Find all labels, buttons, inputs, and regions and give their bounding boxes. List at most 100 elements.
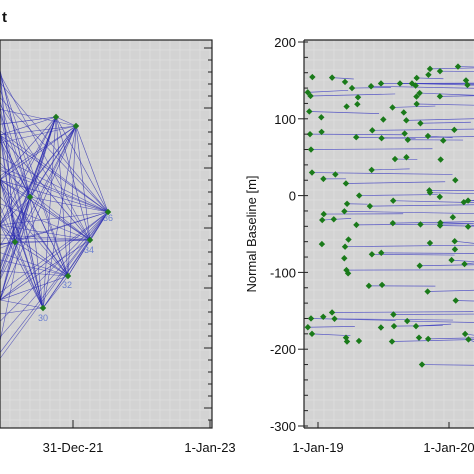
acquisition-point xyxy=(415,334,423,341)
acquisition-point xyxy=(343,338,351,345)
network-edge xyxy=(0,116,57,125)
baseline-connection xyxy=(311,333,351,337)
acquisition-point xyxy=(436,193,443,201)
acquisition-point xyxy=(378,135,385,142)
acquisition-point xyxy=(426,239,434,247)
acquisition-point xyxy=(452,176,459,184)
baseline-connection xyxy=(429,67,474,70)
acquisition-point xyxy=(451,237,458,245)
acquisition-point xyxy=(396,80,404,87)
baseline-connection xyxy=(381,252,474,254)
acquisition-point xyxy=(426,65,434,73)
left-edges xyxy=(0,68,109,359)
acquisition-point xyxy=(348,84,356,92)
network-edge xyxy=(0,166,109,213)
acquisition-point xyxy=(416,89,423,97)
left-plot-frame xyxy=(0,39,213,429)
network-edge xyxy=(14,241,44,309)
acquisition-point xyxy=(341,78,349,86)
acquisition-point xyxy=(328,74,336,81)
acquisition-point xyxy=(436,93,444,100)
baseline-connection xyxy=(416,77,444,80)
network-node xyxy=(86,236,94,244)
acquisition-point xyxy=(318,240,326,248)
network-edge xyxy=(75,125,109,213)
baseline-connection xyxy=(332,77,354,80)
baseline-connection xyxy=(421,364,474,366)
baseline-connection xyxy=(345,244,474,248)
acquisition-point xyxy=(343,200,351,207)
acquisition-point xyxy=(448,256,455,264)
network-edge xyxy=(0,104,91,241)
baseline-connection xyxy=(307,326,355,328)
baseline-connection xyxy=(454,240,474,244)
right-y-tick-label: 200 xyxy=(274,35,296,50)
network-edge xyxy=(0,196,31,275)
acquisition-point xyxy=(391,155,399,163)
baseline-connection xyxy=(392,105,436,108)
baseline-connection xyxy=(371,168,410,171)
baseline-connection xyxy=(310,318,396,321)
network-edge xyxy=(55,116,69,277)
acquisition-point xyxy=(308,169,316,176)
baseline-connection xyxy=(439,95,474,97)
acquisition-point xyxy=(388,338,396,345)
acquisition-point xyxy=(332,171,339,178)
network-edge xyxy=(0,299,44,309)
baseline-connection xyxy=(332,311,474,313)
acquisition-point xyxy=(451,126,458,134)
baseline-connection xyxy=(372,128,474,131)
baseline-connection xyxy=(310,93,396,97)
baseline-connection xyxy=(411,83,474,86)
acquisition-point xyxy=(318,114,325,121)
node-label-30: 30 xyxy=(38,313,48,323)
left-plot-area xyxy=(0,40,212,428)
baseline-connection xyxy=(440,222,474,225)
acquisition-point xyxy=(342,180,350,187)
left-x-tick-label-1: 31-Dec-21 xyxy=(43,440,104,455)
baseline-connection xyxy=(427,135,453,139)
right-grid xyxy=(304,40,474,428)
node-label-36: 36 xyxy=(103,213,113,223)
network-edge xyxy=(55,116,77,127)
network-edge xyxy=(0,116,57,301)
network-edge xyxy=(0,237,91,241)
baseline-connection xyxy=(334,318,454,321)
network-node xyxy=(72,122,80,130)
acquisition-point xyxy=(408,80,416,87)
baseline-connection xyxy=(371,85,474,89)
network-edge xyxy=(0,196,69,277)
left-grid xyxy=(0,40,212,428)
acquisition-point xyxy=(304,89,311,96)
acquisition-point xyxy=(403,117,410,124)
acquisition-point xyxy=(412,322,420,330)
acquisition-point xyxy=(365,282,373,290)
baseline-connection xyxy=(345,181,446,184)
acquisition-point xyxy=(344,270,352,277)
acquisition-point xyxy=(436,67,444,75)
acquisition-point xyxy=(341,243,349,250)
network-node xyxy=(26,193,34,201)
left-title: t xyxy=(2,9,7,26)
network-edge xyxy=(0,307,44,315)
left-nodes xyxy=(11,113,112,312)
network-edge xyxy=(0,211,109,359)
acquisition-point xyxy=(400,109,407,116)
acquisition-point xyxy=(377,80,385,87)
acquisition-point xyxy=(449,214,457,221)
acquisition-point xyxy=(307,315,315,322)
network-edge xyxy=(75,125,91,241)
acquisition-point xyxy=(318,128,325,136)
acquisition-point xyxy=(451,246,459,253)
baseline-connection xyxy=(393,200,474,203)
network-edge xyxy=(0,109,77,127)
acquisition-point xyxy=(404,317,411,325)
acquisition-point xyxy=(390,311,397,318)
network-edge xyxy=(0,82,109,213)
baseline-connection xyxy=(359,194,438,196)
network-edge xyxy=(0,125,77,223)
acquisition-point xyxy=(309,73,316,81)
acquisition-point xyxy=(353,221,360,229)
network-edge xyxy=(0,211,109,246)
acquisition-point xyxy=(416,262,423,269)
